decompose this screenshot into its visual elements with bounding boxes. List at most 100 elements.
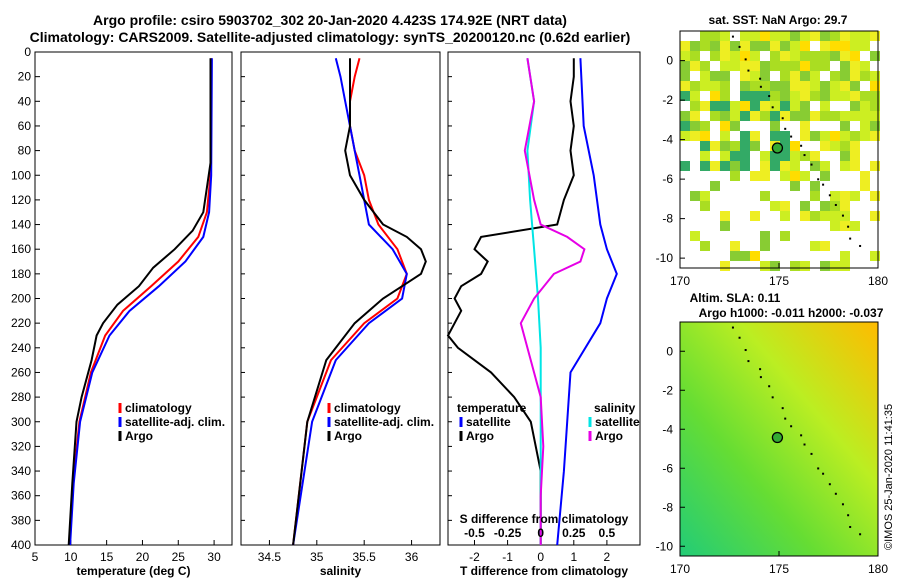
y-tick-label: 380 — [11, 513, 31, 527]
x-tick-label: 20 — [136, 550, 150, 564]
sst-cell — [710, 41, 720, 51]
sst-cell — [740, 151, 750, 161]
sst-cell — [700, 191, 710, 201]
island-dot — [800, 144, 803, 147]
sst-cell — [830, 221, 840, 231]
x-tick-label: 0 — [537, 550, 544, 564]
series-s-satellite — [526, 58, 542, 545]
island-dot — [800, 434, 803, 437]
sst-cell — [720, 71, 730, 81]
sst-cell — [870, 31, 880, 41]
sst-cell — [750, 71, 760, 81]
sst-cell — [810, 61, 820, 71]
legend-label: satellite — [466, 415, 511, 429]
x-tick-label: 25 — [172, 550, 186, 564]
legend-temperature-title: temperature — [457, 401, 527, 415]
sst-cell — [760, 81, 770, 91]
island-dot — [759, 77, 762, 80]
sst-cell — [810, 241, 820, 251]
map-x-tick-label: 170 — [670, 274, 690, 288]
island-dot — [790, 425, 793, 428]
y-tick-label: 120 — [11, 193, 31, 207]
sst-cell — [690, 101, 700, 111]
sst-cell — [840, 221, 850, 231]
island-dot — [828, 194, 831, 197]
map-x-tick-label: 180 — [868, 274, 888, 288]
temperature-xlabel: temperature (deg C) — [76, 564, 190, 578]
island-dot — [822, 472, 825, 475]
y-tick-label: 400 — [11, 538, 31, 552]
sst-cell — [740, 111, 750, 121]
sst-cell — [790, 71, 800, 81]
x-tick-label: 35 — [310, 550, 324, 564]
sst-cell — [710, 91, 720, 101]
sst-cell — [850, 101, 860, 111]
sst-cell — [760, 41, 770, 51]
sst-cell — [800, 121, 810, 131]
sst-cell — [790, 101, 800, 111]
sst-cell — [800, 71, 810, 81]
sst-cell — [700, 121, 710, 131]
map-y-tick-label: -8 — [662, 212, 673, 226]
x-tick-label: 36 — [405, 550, 419, 564]
sst-cell — [800, 61, 810, 71]
salinity-frame — [240, 51, 441, 546]
sst-cell — [780, 101, 790, 111]
map-x-tick-label: 180 — [868, 562, 888, 576]
sst-cell — [750, 41, 760, 51]
sst-cell — [790, 91, 800, 101]
sst-cell — [760, 191, 770, 201]
sst-cell — [700, 71, 710, 81]
sst-cell — [820, 31, 830, 41]
sst-cell — [760, 261, 770, 271]
sst-cell — [680, 91, 690, 101]
map-x-tick-label: 175 — [769, 562, 789, 576]
y-tick-label: 160 — [11, 242, 31, 256]
sst-cell — [810, 71, 820, 81]
legend-label: climatology — [334, 401, 401, 415]
sst-cell — [870, 111, 880, 121]
island-dot — [790, 135, 793, 138]
sst-cell — [780, 161, 790, 171]
island-dot — [859, 533, 862, 536]
sst-cell — [750, 111, 760, 121]
sst-cell — [690, 51, 700, 61]
sst-cell — [760, 31, 770, 41]
sst-cell — [740, 31, 750, 41]
sst-cell — [830, 41, 840, 51]
sst-cell — [870, 131, 880, 141]
sst-cell — [710, 71, 720, 81]
sst-cell — [840, 31, 850, 41]
sst-cell — [820, 261, 830, 271]
series-satellite-adj-clim- — [69, 58, 213, 546]
island-dot — [847, 225, 850, 228]
sst-cell — [770, 101, 780, 111]
sst-cell — [730, 161, 740, 171]
sst-cell — [720, 121, 730, 131]
sst-cell — [720, 51, 730, 61]
sst-cell — [850, 141, 860, 151]
sst-cell — [760, 151, 770, 161]
sst-cell — [800, 131, 810, 141]
sst-cell — [740, 101, 750, 111]
sst-cell — [820, 141, 830, 151]
sst-cell — [840, 121, 850, 131]
sst-cell — [770, 151, 780, 161]
sst-cell — [760, 91, 770, 101]
sst-cell — [720, 81, 730, 91]
sst-cell — [780, 131, 790, 141]
salinity-xlabel: salinity — [320, 564, 362, 578]
sst-cell — [820, 101, 830, 111]
sst-cell — [850, 161, 860, 171]
x-tick-label: 35.5 — [353, 550, 377, 564]
sst-cell — [810, 191, 820, 201]
sst-cell — [840, 211, 850, 221]
sst-cell — [690, 81, 700, 91]
sst-cell — [700, 161, 710, 171]
sst-cell — [800, 201, 810, 211]
y-tick-label: 80 — [18, 144, 32, 158]
sst-cell — [860, 121, 870, 131]
sst-cell — [860, 101, 870, 111]
sst-cell — [810, 81, 820, 91]
